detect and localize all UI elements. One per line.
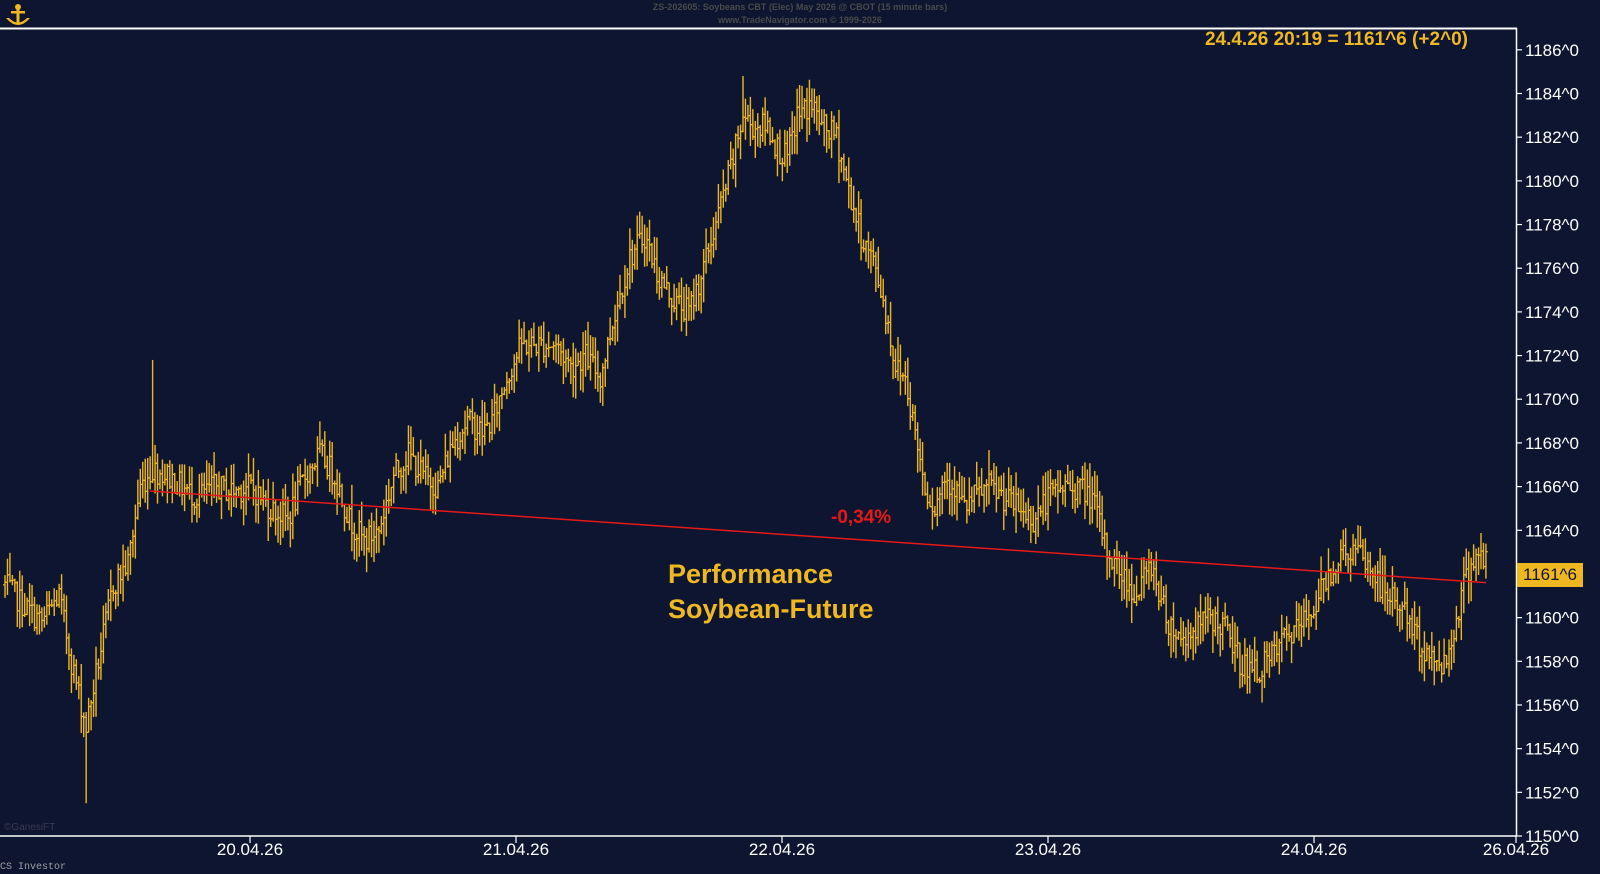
y-tick-label: 1172^0 xyxy=(1525,347,1579,366)
y-tick-label: 1182^0 xyxy=(1525,128,1579,147)
y-tick-label: 1168^0 xyxy=(1525,434,1579,453)
chart-header: ZS-202605: Soybeans CBT (Elec) May 2026 … xyxy=(0,0,1600,30)
y-tick-label: 1166^0 xyxy=(1525,478,1579,497)
price-readout: 24.4.26 20:19 = 1161^6 (+2^0) xyxy=(1204,29,1468,50)
y-tick-label: 1150^0 xyxy=(1525,827,1579,846)
performance-label: Performance Soybean-Future xyxy=(668,557,874,627)
chart-header-source: www.TradeNavigator.com © 1999-2026 xyxy=(718,15,882,25)
trend-line xyxy=(150,490,1486,584)
x-tick-label: 24.04.26 xyxy=(1281,840,1347,859)
x-tick-label: 23.04.26 xyxy=(1015,840,1081,859)
performance-label-line2: Soybean-Future xyxy=(668,594,874,624)
y-tick-label: 1178^0 xyxy=(1525,216,1579,235)
copyright: ©GanesiFT xyxy=(4,822,56,833)
y-tick-label: 1170^0 xyxy=(1525,390,1579,409)
y-tick-label: 1158^0 xyxy=(1525,652,1579,671)
y-tick-label: 1174^0 xyxy=(1525,303,1579,322)
footer-label: CS Investor xyxy=(0,862,67,873)
y-tick-label: 1156^0 xyxy=(1525,696,1579,715)
y-tick-label: 1160^0 xyxy=(1525,609,1579,628)
x-axis-ticks: 20.04.26 21.04.26 22.04.26 23.04.26 24.04.26… xyxy=(217,836,1549,859)
y-tick-label: 1186^0 xyxy=(1525,41,1579,60)
anchor-logo-icon xyxy=(3,2,33,28)
last-price-badge: 1161^6 xyxy=(1517,563,1583,587)
performance-percent: -0,34% xyxy=(831,507,892,528)
y-tick-label: 1184^0 xyxy=(1525,85,1579,104)
x-tick-label: 26.04.26 xyxy=(1483,840,1549,859)
y-tick-label: 1152^0 xyxy=(1525,783,1579,802)
y-axis-ticks: 1150^01152^01154^01156^01158^01160^01162… xyxy=(1516,41,1579,846)
x-tick-label: 20.04.26 xyxy=(217,840,283,859)
x-tick-label: 22.04.26 xyxy=(749,840,815,859)
x-tick-label: 21.04.26 xyxy=(483,840,549,859)
performance-label-line1: Performance xyxy=(668,559,834,589)
y-tick-label: 1176^0 xyxy=(1525,259,1579,278)
y-tick-label: 1164^0 xyxy=(1525,521,1579,540)
y-tick-label: 1154^0 xyxy=(1525,740,1579,759)
ohlc-bars xyxy=(3,76,1488,804)
chart-header-title: ZS-202605: Soybeans CBT (Elec) May 2026 … xyxy=(652,2,948,12)
y-tick-label: 1180^0 xyxy=(1525,172,1579,191)
